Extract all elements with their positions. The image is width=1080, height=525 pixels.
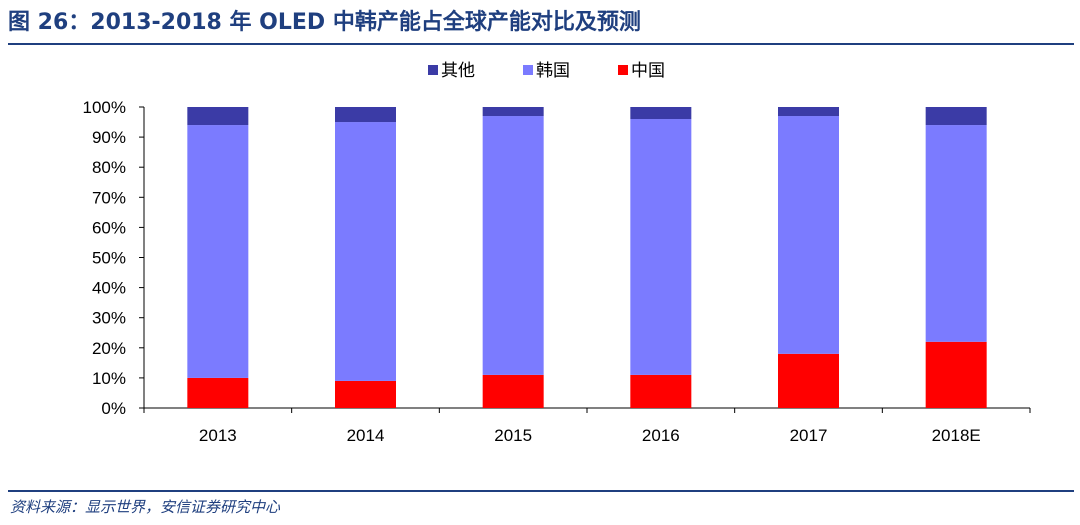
source-note: 资料来源：显示世界，安信证券研究中心 bbox=[10, 498, 281, 516]
bar-segment bbox=[630, 374, 692, 408]
x-tick-label: 2013 bbox=[199, 426, 237, 445]
x-tick-label: 2018E bbox=[932, 426, 981, 445]
chart-legend: 其他 韩国 中国 bbox=[428, 61, 665, 81]
bar-segment bbox=[482, 374, 544, 408]
bar-segment bbox=[925, 107, 987, 126]
bar-segment bbox=[925, 341, 987, 408]
bar-segment bbox=[778, 116, 839, 354]
plot-area: 0% 10% 20% 30% 40% 50% 60% 70% 80% 90% 100% 2013 201… bbox=[83, 98, 1031, 445]
bar-segment bbox=[925, 125, 987, 342]
title-divider bbox=[8, 43, 1074, 45]
bar-segment bbox=[187, 125, 249, 378]
y-tick-label: 60% bbox=[92, 218, 126, 237]
y-tick-label: 50% bbox=[92, 249, 126, 268]
bar-segment bbox=[187, 377, 249, 408]
y-tick-label: 80% bbox=[92, 158, 126, 177]
legend-label: 其他 bbox=[441, 61, 475, 81]
y-tick-label: 100% bbox=[83, 98, 126, 117]
bar-segment bbox=[630, 119, 692, 375]
x-tick-label: 2015 bbox=[494, 426, 532, 445]
bar-segment bbox=[630, 107, 692, 120]
figure-title: 图 26：2013-2018 年 OLED 中韩产能占全球产能对比及预测 bbox=[8, 10, 641, 35]
bar-segment bbox=[335, 107, 396, 123]
bar-segment bbox=[778, 107, 839, 117]
legend-swatch bbox=[523, 65, 533, 75]
legend-label: 韩国 bbox=[536, 61, 570, 81]
x-tick-label: 2014 bbox=[347, 426, 385, 445]
y-tick-label: 70% bbox=[92, 188, 126, 207]
y-tick-label: 30% bbox=[92, 309, 126, 328]
y-tick-label: 0% bbox=[101, 399, 126, 418]
x-tick-label: 2017 bbox=[790, 426, 828, 445]
bar-segment bbox=[187, 107, 249, 126]
footer-divider bbox=[8, 490, 1074, 492]
legend-label: 中国 bbox=[631, 61, 665, 81]
stacked-bar-chart: 其他 韩国 中国 0% 10% 20% 30% 40% 50% 60% 70% 80% 90% 100%… bbox=[83, 61, 1031, 445]
y-tick-label: 10% bbox=[92, 369, 126, 388]
legend-swatch bbox=[618, 65, 628, 75]
y-tick-label: 20% bbox=[92, 339, 126, 358]
y-tick-label: 40% bbox=[92, 279, 126, 298]
x-tick-label: 2016 bbox=[642, 426, 680, 445]
y-tick-label: 90% bbox=[92, 128, 126, 147]
bar-segment bbox=[778, 353, 839, 408]
legend-swatch bbox=[428, 65, 438, 75]
bar-segment bbox=[482, 116, 544, 375]
bar-segment bbox=[335, 380, 396, 408]
bar-segment bbox=[335, 122, 396, 381]
bar-segment bbox=[482, 107, 544, 117]
